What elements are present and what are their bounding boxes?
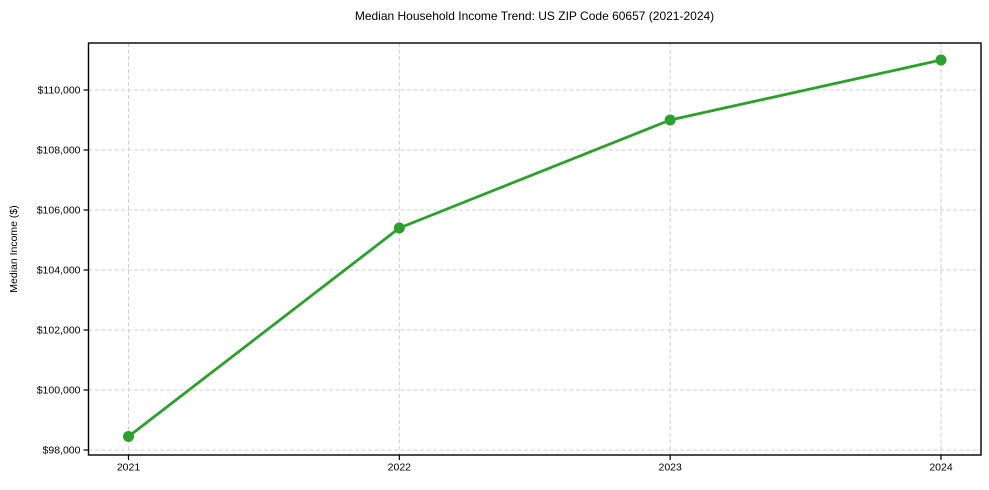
data-point-2024: [935, 54, 947, 66]
y-tick-label: $110,000: [37, 85, 80, 97]
chart-title: Median Household Income Trend: US ZIP Co…: [354, 9, 715, 23]
x-tick-label: 2023: [658, 462, 682, 474]
y-tick-label: $102,000: [37, 325, 81, 337]
x-tick-label: 2022: [388, 462, 412, 474]
x-tick-label: 2021: [117, 462, 141, 474]
x-tick-label: 2024: [929, 462, 953, 474]
income-trend-line: [127, 58, 943, 438]
y-axis-label: Median Income ($): [8, 205, 20, 293]
data-point-2021: [123, 430, 134, 442]
data-point-2023: [664, 114, 676, 126]
y-tick-label: $106,000: [37, 205, 81, 217]
y-tick-label: $108,000: [37, 145, 81, 157]
y-tick-label: $100,000: [37, 385, 81, 397]
plot-border: [87, 42, 982, 456]
y-tick-label: $104,000: [37, 265, 81, 277]
y-tick-label: $98,000: [43, 445, 81, 457]
data-point-2022: [393, 222, 405, 234]
